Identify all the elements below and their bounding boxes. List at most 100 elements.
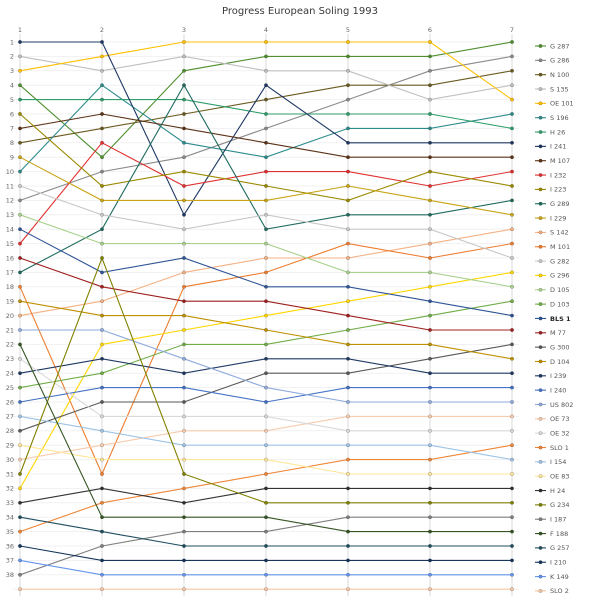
data-point-i-232 xyxy=(264,169,268,174)
data-point-oe-73 xyxy=(18,457,22,462)
data-point-i-241 xyxy=(100,40,104,44)
data-point-h-26 xyxy=(510,126,514,131)
x-axis-tick-label: 5 xyxy=(346,26,350,34)
data-point-slo-1 xyxy=(346,457,350,462)
data-point-m-101 xyxy=(428,256,432,260)
data-point-us-802 xyxy=(428,400,432,404)
data-point-m-107 xyxy=(264,140,268,145)
data-point-oe-83 xyxy=(510,472,514,476)
data-point-g-289 xyxy=(264,227,268,232)
legend-marker-dot xyxy=(538,345,543,350)
data-point-i-229 xyxy=(428,198,432,203)
legend-item-oe-32: OE 32 xyxy=(535,429,570,437)
data-point-i-187 xyxy=(264,529,268,534)
data-point-h-26 xyxy=(182,97,186,102)
data-point-n-100 xyxy=(182,112,186,116)
data-point-i-240 xyxy=(100,385,104,390)
legend-label: F 188 xyxy=(550,530,568,538)
data-point-i-241 xyxy=(18,40,22,44)
legend-item-oe-101: OE 101 xyxy=(535,100,574,108)
data-point-m-77 xyxy=(182,299,186,304)
data-point-n-100 xyxy=(264,97,268,102)
data-point-k-149 xyxy=(18,558,22,563)
data-point-h-24 xyxy=(100,486,104,491)
data-point-g-257 xyxy=(264,544,268,548)
legend-label: G 300 xyxy=(550,343,570,351)
data-point-g-257 xyxy=(510,544,514,548)
legend-marker-dot xyxy=(538,560,543,565)
legend-label: OE 32 xyxy=(550,429,570,437)
data-point-oe-32 xyxy=(264,414,268,419)
data-point-g-257 xyxy=(428,544,432,548)
legend-marker-dot xyxy=(538,144,543,149)
data-point-slo-2 xyxy=(182,587,186,592)
data-point-m-101 xyxy=(346,241,350,246)
legend-marker-dot xyxy=(538,230,543,235)
legend-label: OE 101 xyxy=(550,100,574,108)
data-point-g-287 xyxy=(346,54,350,59)
y-axis-tick-label: 4 xyxy=(10,82,14,90)
legend-item-oe-83: OE 83 xyxy=(535,473,570,481)
data-point-slo-2 xyxy=(510,587,514,592)
data-point-g-257 xyxy=(18,515,22,520)
data-point-d-104 xyxy=(428,342,432,347)
y-axis-tick-label: 32 xyxy=(6,485,14,493)
data-point-i-154 xyxy=(510,457,514,462)
data-point-s-142 xyxy=(18,313,22,318)
legend-marker-dot xyxy=(538,531,543,536)
y-axis-tick-label: 10 xyxy=(6,168,14,176)
legend-item-s-135: S 135 xyxy=(535,85,569,93)
data-point-i-241 xyxy=(428,140,432,145)
data-point-n-100 xyxy=(18,140,22,145)
legend-marker-dot xyxy=(538,431,543,436)
legend-label: G 234 xyxy=(550,501,570,509)
legend-item-slo-2: SLO 2 xyxy=(535,587,569,595)
data-point-m-107 xyxy=(428,155,432,160)
data-point-slo-2 xyxy=(346,587,350,592)
data-point-us-802 xyxy=(100,328,104,332)
legend-marker-dot xyxy=(538,273,543,278)
y-axis-tick-label: 2 xyxy=(10,53,14,61)
legend-marker-dot xyxy=(538,72,543,77)
data-point-i-241 xyxy=(182,212,186,217)
data-point-k-149 xyxy=(346,572,350,577)
y-axis-tick-label: 34 xyxy=(6,514,14,522)
y-axis-tick-label: 33 xyxy=(6,499,14,507)
legend-item-d-103: D 103 xyxy=(535,300,569,308)
data-point-i-229 xyxy=(510,212,514,217)
y-axis-tick-label: 20 xyxy=(6,312,14,320)
data-point-oe-101 xyxy=(346,40,350,44)
data-point-f-188 xyxy=(428,529,432,534)
data-point-g-257 xyxy=(100,529,104,534)
legend-label: H 26 xyxy=(550,128,565,136)
data-point-m-77 xyxy=(100,284,104,289)
data-point-g-300 xyxy=(18,428,22,433)
data-point-i-187 xyxy=(18,572,22,577)
data-point-g-300 xyxy=(264,371,268,376)
legend-marker-dot xyxy=(538,58,543,63)
data-point-i-240 xyxy=(510,385,514,390)
data-point-i-239 xyxy=(182,371,186,376)
data-point-k-149 xyxy=(428,572,432,577)
legend-marker-dot xyxy=(538,459,543,464)
data-point-i-187 xyxy=(428,515,432,520)
y-axis-tick-label: 25 xyxy=(6,384,14,392)
data-point-d-104 xyxy=(100,313,104,318)
y-axis-tick-label: 37 xyxy=(6,557,14,565)
data-point-m-101 xyxy=(182,284,186,289)
legend-marker-dot xyxy=(538,216,543,221)
data-point-slo-1 xyxy=(18,529,22,534)
data-point-g-296 xyxy=(510,270,514,275)
y-axis-tick-label: 31 xyxy=(6,470,14,478)
legend-item-i-210: I 210 xyxy=(535,559,566,567)
data-point-d-103 xyxy=(100,371,104,376)
data-point-oe-83 xyxy=(428,472,432,476)
legend-marker-dot xyxy=(538,373,543,378)
legend-item-i-223: I 223 xyxy=(535,186,566,194)
data-point-m-101 xyxy=(264,270,268,275)
data-point-slo-2 xyxy=(428,587,432,592)
legend-marker-dot xyxy=(538,244,543,249)
data-point-i-240 xyxy=(428,385,432,390)
legend-marker-dot xyxy=(538,201,543,206)
data-point-s-135 xyxy=(18,54,22,59)
